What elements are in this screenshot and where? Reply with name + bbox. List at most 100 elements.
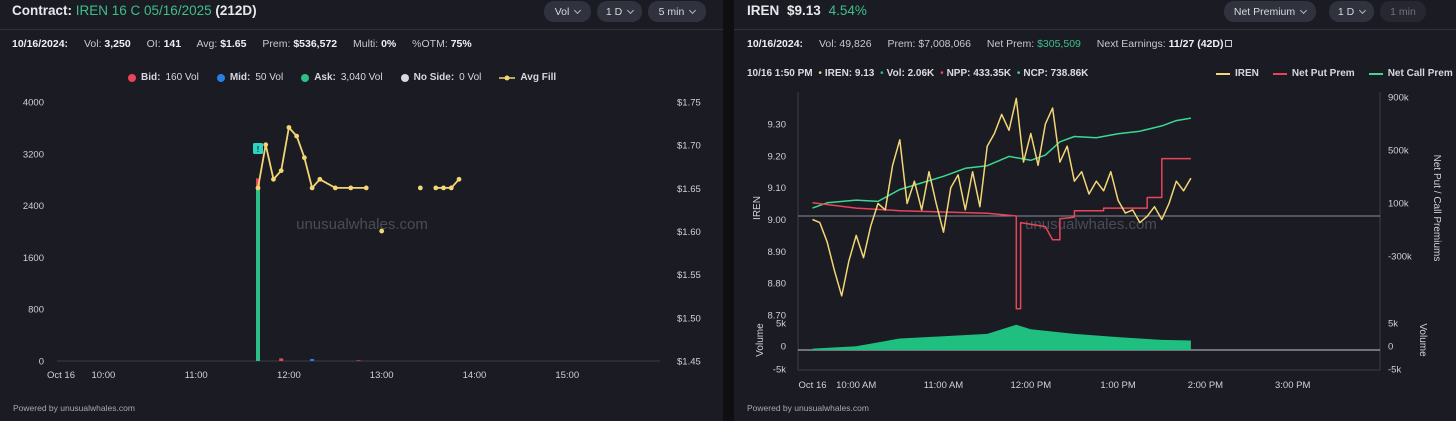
period-value: 1 D [1337,5,1355,18]
stat-label: Net Prem: [986,38,1035,50]
avg-fill-point [433,185,439,191]
ticker-price: $9.13 [787,3,821,18]
y2-tick-label: -300k [1388,251,1412,262]
interval-value: 5 min [658,5,685,18]
y2-axis-label: Net Put / Call Premiums [1431,155,1442,262]
avg-fill-line [257,126,367,189]
interval-select[interactable]: 5 min [648,1,706,22]
avg-fill-line [435,178,460,189]
ticker-title: IREN $9.13 4.54% [747,3,867,18]
period-value: 1 D [605,5,623,18]
x-tick-label: 12:00 PM [1010,380,1051,391]
legend-net-call[interactable]: Net Call Prem [1368,68,1453,79]
flow-marker [253,143,263,154]
legend-value: 160 Vol [165,72,199,83]
legend-value: 0 Vol [459,72,482,83]
y-tick-label: 9.20 [768,151,787,162]
crosshair-readout: 10/16 1:50 PM • IREN: 9.13 • Vol: 2.06K • N… [747,68,1089,79]
legend-no-side[interactable]: No Side: 0 Vol [400,72,482,83]
avg-fill-point [309,185,315,191]
stat-label: Vol: [83,38,102,50]
period-select[interactable]: 1 D [597,1,642,22]
legend-label: Ask: [314,72,336,83]
legend-label: Bid: [141,72,161,83]
readout-time: 10/16 1:50 PM [747,68,813,79]
avg-fill-point [379,228,385,234]
x-tick-label: 1:00 PM [1100,380,1135,391]
contract-symbol-link[interactable]: IREN 16 C 05/16/2025 [75,3,212,18]
volume-axis-label-right: Volume [1417,323,1428,357]
y-tick-label: 9.00 [768,215,787,226]
volume-tick-label-right: -5k [1388,365,1401,376]
legend-net-put[interactable]: Net Put Prem [1272,68,1355,79]
x-tick-label: 15:00 [555,370,579,381]
stats-date: 10/16/2024: [747,38,804,50]
legend-bid[interactable]: Bid: 160 Vol [128,72,199,83]
volume-tick-label: -5k [773,365,786,376]
legend-ask[interactable]: Ask: 3,040 Vol [301,72,383,83]
x-tick-label: 2:00 PM [1188,380,1223,391]
period-select[interactable]: 1 D [1329,1,1374,22]
stat-label: Vol: [818,38,837,50]
legend-label: Net Put Prem [1291,68,1355,79]
volume-tick-label-right: 5k [1388,319,1398,330]
y-tick-label: 8.80 [768,279,787,290]
stat-premium: $7,008,066 [918,38,971,50]
stats-date: 10/16/2024: [12,38,69,50]
y2-tick-label: $1.55 [677,270,701,281]
legend-label: Mid: [229,72,251,83]
y2-tick-label: $1.65 [677,184,701,195]
interval-select[interactable]: 1 min [1380,1,1426,22]
contract-volume-panel: Contract: IREN 16 C 05/16/2025 (212D) Vo… [0,0,723,421]
net-premium-panel: IREN $9.13 4.54% Net Premium 1 D 1 min 1… [734,0,1456,421]
stat-open-interest: 141 [163,38,182,50]
avg-fill-line-icon [499,75,516,80]
watermark-text: unusualwhales.com [1025,216,1157,233]
days-to-expiry: (212D) [215,3,257,18]
legend-iren[interactable]: IREN [1216,68,1259,79]
iren-line-icon [1216,72,1230,75]
legend-value: 50 Vol [255,72,284,83]
net-call-premium-line [812,117,1192,209]
readout-volume: Vol: 2.06K [886,68,935,79]
stat-percent-otm: 75% [450,38,472,50]
avg-fill-point [348,185,354,191]
legend-mid[interactable]: Mid: 50 Vol [216,72,284,83]
legend-label: No Side: [413,72,455,83]
stat-label: OI: [146,38,161,50]
readout-npp: NPP: 433.35K [946,68,1012,79]
legend-value: 3,040 Vol [340,72,383,83]
chart-type-select[interactable]: Vol [544,1,591,22]
ticker-symbol[interactable]: IREN [747,3,780,18]
bid-volume-bar [356,360,361,361]
y2-tick-label: 100k [1388,198,1409,209]
series-legend: IREN Net Put Prem Net Call Prem [1216,68,1453,79]
no-side-dot-icon [400,73,409,82]
chevron-down-icon [1359,6,1367,14]
legend-avg-fill[interactable]: Avg Fill [499,72,556,83]
contract-title: Contract: IREN 16 C 05/16/2025 (212D) [12,3,257,18]
avg-fill-point [278,168,284,174]
x-tick-label: Oct 16 [47,370,75,381]
y-tick-label: 0 [39,357,44,368]
y-tick-label: 1600 [23,253,44,264]
avg-fill-point [448,185,454,191]
stat-label: Prem: [262,38,291,50]
stat-label: Multi: [353,38,379,50]
stat-volume: 49,826 [839,38,872,50]
interval-value: 1 min [1390,5,1416,18]
y2-tick-label: $1.60 [677,227,701,238]
call-line-icon [1368,72,1383,75]
chart-type-select[interactable]: Net Premium [1224,1,1316,22]
y-tick-label: 4000 [23,98,44,109]
y2-tick-label: 900k [1388,92,1409,103]
mid-dot-icon [216,73,225,82]
contract-stats-bar: 10/16/2024: Vol: 3,250 OI: 141 Avg: $1.6… [12,38,485,50]
x-tick-label: 10:00 [91,370,115,381]
external-link-icon[interactable] [1225,40,1233,47]
y-tick-label: 8.90 [768,247,787,258]
y2-tick-label: $1.75 [677,98,701,109]
stat-label: Avg: [196,38,218,50]
x-tick-label: 12:00 [277,370,301,381]
x-tick-label: Oct 16 [799,380,827,391]
